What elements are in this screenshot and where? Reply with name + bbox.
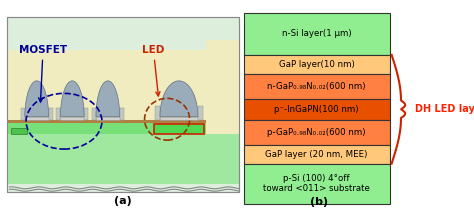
Text: p-GaP₀.₉₈N₀.₀₂(600 nm): p-GaP₀.₉₈N₀.₀₂(600 nm) <box>267 128 366 137</box>
Polygon shape <box>119 108 124 120</box>
Text: MOSFET: MOSFET <box>19 45 67 102</box>
Text: p⁻-InGaPN(100 nm): p⁻-InGaPN(100 nm) <box>274 105 359 114</box>
Polygon shape <box>21 108 25 120</box>
Polygon shape <box>155 106 160 120</box>
Bar <box>7 122 239 128</box>
Bar <box>25 117 49 120</box>
Bar <box>7 128 239 134</box>
Polygon shape <box>91 108 96 120</box>
Bar <box>244 145 390 164</box>
Bar <box>206 40 239 134</box>
Bar <box>154 124 204 134</box>
Bar <box>244 164 390 204</box>
Text: p-Si (100) 4°off
toward <011> substrate: p-Si (100) 4°off toward <011> substrate <box>263 174 370 193</box>
Polygon shape <box>49 108 53 120</box>
Polygon shape <box>96 81 119 117</box>
Polygon shape <box>198 106 203 120</box>
Bar <box>244 13 390 55</box>
Text: LED: LED <box>142 45 164 96</box>
Text: n-Si layer(1 μm): n-Si layer(1 μm) <box>282 29 351 38</box>
Bar <box>96 117 119 120</box>
Polygon shape <box>84 108 88 120</box>
Polygon shape <box>61 81 84 117</box>
Bar <box>7 17 239 192</box>
Text: n-GaP₀.₉₈N₀.₀₂(600 nm): n-GaP₀.₉₈N₀.₀₂(600 nm) <box>267 82 366 91</box>
Polygon shape <box>56 108 61 120</box>
Bar <box>61 117 84 120</box>
Text: GaP layer (20 nm, MEE): GaP layer (20 nm, MEE) <box>265 150 368 159</box>
Bar <box>10 128 27 134</box>
Text: GaP layer(10 nm): GaP layer(10 nm) <box>279 60 355 69</box>
Text: (a): (a) <box>114 196 132 206</box>
Bar <box>135 110 225 120</box>
Text: (b): (b) <box>310 197 328 207</box>
Bar <box>7 134 239 184</box>
Bar <box>7 50 239 120</box>
Bar <box>244 74 390 99</box>
Bar <box>244 55 390 74</box>
Bar <box>160 117 198 120</box>
Polygon shape <box>160 81 198 117</box>
Text: DH LED layer: DH LED layer <box>415 104 474 114</box>
Bar <box>7 120 239 123</box>
Bar <box>7 122 239 134</box>
Bar <box>7 17 239 192</box>
Bar <box>244 99 390 120</box>
Polygon shape <box>25 81 49 117</box>
Bar <box>244 120 390 145</box>
